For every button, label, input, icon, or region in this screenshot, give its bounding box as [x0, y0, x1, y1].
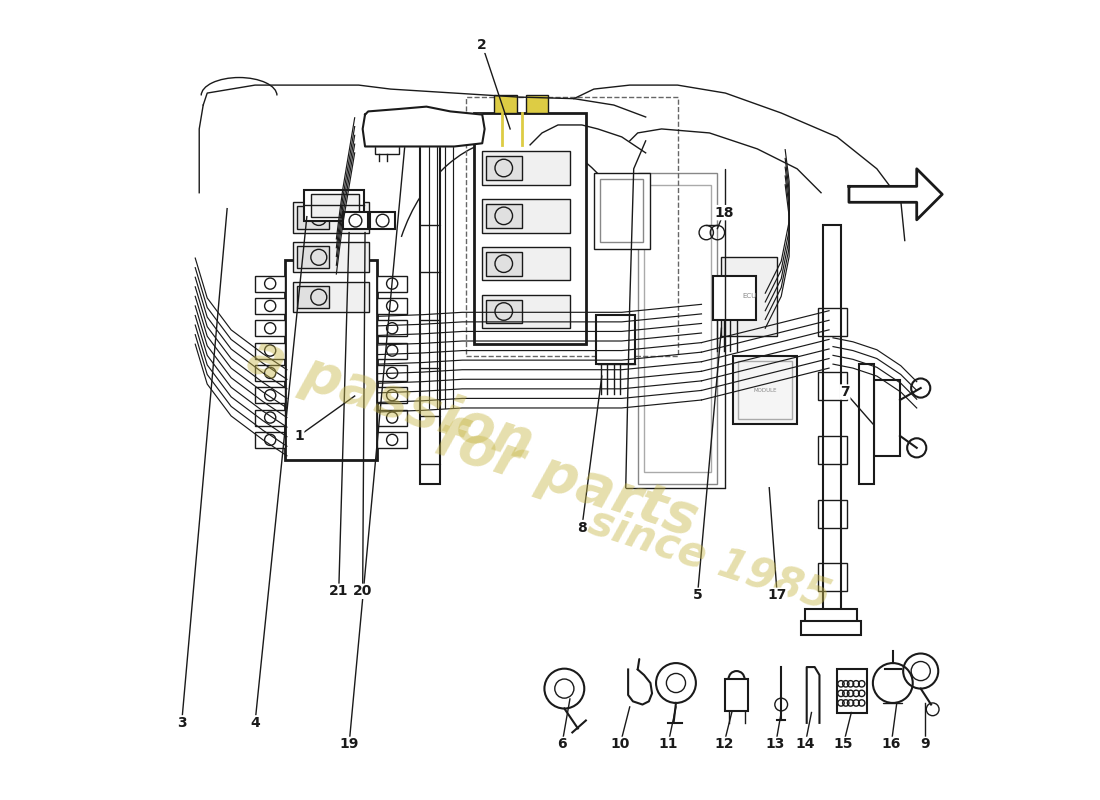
Text: 13: 13 — [766, 738, 785, 751]
Circle shape — [926, 703, 939, 716]
Bar — [294, 242, 368, 273]
Bar — [377, 276, 407, 291]
Bar — [486, 156, 522, 180]
Bar — [255, 276, 285, 291]
Bar — [482, 294, 570, 328]
Bar — [594, 173, 650, 249]
Bar — [818, 308, 847, 336]
Text: MODULE: MODULE — [754, 388, 777, 393]
Bar — [377, 387, 407, 403]
Bar — [818, 436, 847, 464]
Text: 2: 2 — [477, 38, 487, 52]
Bar — [255, 365, 285, 381]
Bar — [377, 365, 407, 381]
Bar — [297, 286, 329, 308]
Bar — [255, 320, 285, 336]
Bar — [859, 364, 873, 484]
Bar — [255, 387, 285, 403]
Text: 20: 20 — [353, 584, 372, 598]
Bar — [474, 113, 586, 344]
Bar — [874, 380, 900, 456]
Bar — [482, 247, 570, 281]
Text: since 1985: since 1985 — [583, 501, 836, 618]
Bar — [734, 356, 798, 424]
Bar — [722, 257, 778, 336]
Bar — [297, 246, 329, 269]
Text: 16: 16 — [881, 738, 901, 751]
Circle shape — [911, 378, 931, 398]
Bar — [370, 212, 395, 230]
Bar — [801, 621, 861, 635]
Bar — [377, 342, 407, 358]
Bar — [805, 609, 857, 623]
Text: 21: 21 — [329, 584, 349, 598]
Bar — [343, 212, 368, 230]
Bar — [311, 194, 359, 217]
Bar — [486, 252, 522, 276]
Bar — [297, 206, 329, 229]
Text: 9: 9 — [920, 738, 929, 751]
Bar — [255, 410, 285, 426]
Text: 14: 14 — [795, 738, 815, 751]
Bar — [738, 361, 792, 419]
Text: a passion: a passion — [241, 329, 540, 471]
Bar — [526, 95, 549, 113]
Bar — [482, 151, 570, 185]
Text: 8: 8 — [578, 521, 586, 534]
Bar — [294, 282, 368, 312]
Bar — [818, 500, 847, 527]
Text: 5: 5 — [693, 588, 703, 602]
Bar — [255, 432, 285, 448]
Text: 3: 3 — [177, 716, 187, 730]
Bar — [818, 372, 847, 400]
Text: 6: 6 — [557, 738, 566, 751]
Text: 17: 17 — [768, 588, 786, 602]
Bar — [837, 669, 867, 713]
Bar — [305, 190, 364, 221]
Bar — [818, 563, 847, 591]
Text: 15: 15 — [834, 738, 854, 751]
Text: 18: 18 — [714, 206, 734, 220]
Bar — [377, 320, 407, 336]
Text: ECU: ECU — [742, 294, 757, 299]
Text: 1: 1 — [294, 429, 304, 443]
Bar — [375, 143, 398, 154]
Text: 19: 19 — [340, 738, 359, 751]
Bar — [645, 185, 711, 472]
Bar — [824, 225, 842, 615]
Polygon shape — [849, 169, 943, 220]
Bar — [713, 277, 757, 320]
Bar — [482, 199, 570, 233]
Bar — [466, 97, 678, 356]
Bar — [255, 298, 285, 314]
Text: 11: 11 — [658, 738, 678, 751]
Text: for parts: for parts — [428, 412, 704, 548]
Bar — [486, 299, 522, 323]
Bar — [601, 179, 643, 242]
Bar — [725, 679, 748, 711]
Bar — [294, 202, 368, 233]
Bar — [596, 314, 635, 364]
Bar — [638, 173, 717, 484]
Text: 4: 4 — [250, 716, 260, 730]
Bar — [377, 432, 407, 448]
Bar — [420, 133, 440, 484]
Text: 7: 7 — [840, 385, 850, 399]
Bar — [494, 95, 517, 113]
Bar — [255, 342, 285, 358]
Bar — [285, 261, 377, 460]
Polygon shape — [363, 106, 485, 146]
Bar — [377, 410, 407, 426]
Text: 12: 12 — [714, 738, 734, 751]
Circle shape — [908, 438, 926, 458]
Bar — [486, 204, 522, 228]
Bar — [377, 298, 407, 314]
Text: 10: 10 — [610, 738, 630, 751]
